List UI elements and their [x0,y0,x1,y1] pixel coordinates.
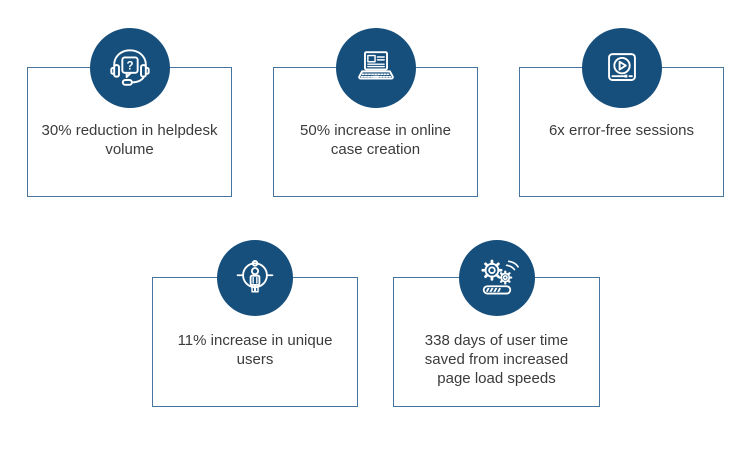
video-player-icon [581,28,662,108]
metric-card-helpdesk: ? 30% reduction in helpdesk volume [27,28,232,197]
gears-progress-icon [458,240,535,316]
laptop-form-icon [335,28,416,108]
metric-text: 50% increase in online case creation [300,122,451,158]
metric-card-unique-users: 11% increase in unique users [152,240,358,407]
svg-text:?: ? [126,60,133,72]
metric-text: 6x error-free sessions [548,122,695,139]
metric-card-page-load: 338 days of user time saved from increas… [393,240,600,407]
metric-card-sessions: 6x error-free sessions [519,28,724,197]
metric-card-online-case: 50% increase in online case creation [273,28,478,197]
metric-text: 30% reduction in helpdesk volume [41,122,218,158]
user-target-icon [217,240,293,316]
headset-question-icon: ? [89,28,170,108]
metric-text: 11% increase in unique users [177,332,333,368]
metric-text: 338 days of user time saved from increas… [424,332,569,387]
